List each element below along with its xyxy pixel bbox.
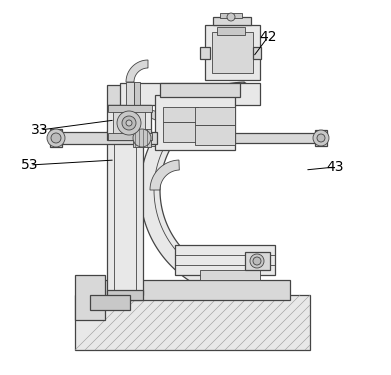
Bar bbox=[90, 295, 130, 310]
Bar bbox=[107, 105, 151, 140]
Bar bbox=[107, 85, 143, 105]
Bar bbox=[205, 25, 260, 80]
Bar bbox=[108, 133, 152, 140]
Polygon shape bbox=[148, 110, 170, 132]
Bar bbox=[90, 280, 290, 300]
Circle shape bbox=[253, 257, 261, 265]
Circle shape bbox=[250, 254, 264, 268]
Circle shape bbox=[126, 120, 132, 126]
Bar bbox=[200, 47, 210, 59]
Bar bbox=[220, 13, 242, 18]
Bar bbox=[160, 83, 240, 97]
Bar bbox=[55, 132, 157, 144]
Bar bbox=[315, 130, 327, 146]
Circle shape bbox=[133, 129, 151, 147]
Polygon shape bbox=[244, 82, 250, 105]
Bar bbox=[235, 133, 315, 143]
Bar bbox=[212, 32, 253, 73]
Text: 43: 43 bbox=[326, 160, 344, 174]
Circle shape bbox=[51, 133, 61, 143]
Bar bbox=[213, 17, 251, 25]
Bar bbox=[107, 130, 143, 295]
Bar bbox=[195, 125, 235, 145]
Bar bbox=[120, 83, 260, 105]
Bar bbox=[175, 245, 275, 275]
Bar bbox=[75, 295, 310, 350]
Circle shape bbox=[47, 129, 65, 147]
Circle shape bbox=[317, 134, 325, 142]
Text: 33: 33 bbox=[31, 123, 49, 137]
Bar bbox=[133, 129, 151, 147]
Circle shape bbox=[122, 116, 136, 130]
Bar bbox=[134, 82, 140, 132]
Bar bbox=[126, 82, 134, 132]
Bar bbox=[113, 110, 145, 135]
Bar bbox=[155, 95, 235, 150]
Bar bbox=[200, 270, 260, 280]
Circle shape bbox=[227, 13, 235, 21]
Bar bbox=[217, 27, 245, 35]
Bar bbox=[163, 107, 198, 122]
Text: 53: 53 bbox=[21, 158, 39, 172]
Polygon shape bbox=[244, 275, 250, 298]
Bar bbox=[253, 47, 261, 59]
Bar bbox=[75, 275, 105, 320]
Bar bbox=[50, 129, 62, 147]
Circle shape bbox=[313, 130, 329, 146]
Bar bbox=[148, 138, 176, 146]
Bar bbox=[148, 132, 176, 138]
Bar bbox=[163, 122, 198, 142]
Polygon shape bbox=[140, 82, 245, 298]
Polygon shape bbox=[150, 160, 179, 190]
Circle shape bbox=[117, 111, 141, 135]
Bar bbox=[245, 252, 270, 270]
Bar bbox=[195, 107, 235, 125]
Text: 42: 42 bbox=[259, 30, 277, 44]
Bar bbox=[108, 105, 152, 112]
Polygon shape bbox=[126, 60, 148, 82]
Bar bbox=[107, 290, 143, 300]
